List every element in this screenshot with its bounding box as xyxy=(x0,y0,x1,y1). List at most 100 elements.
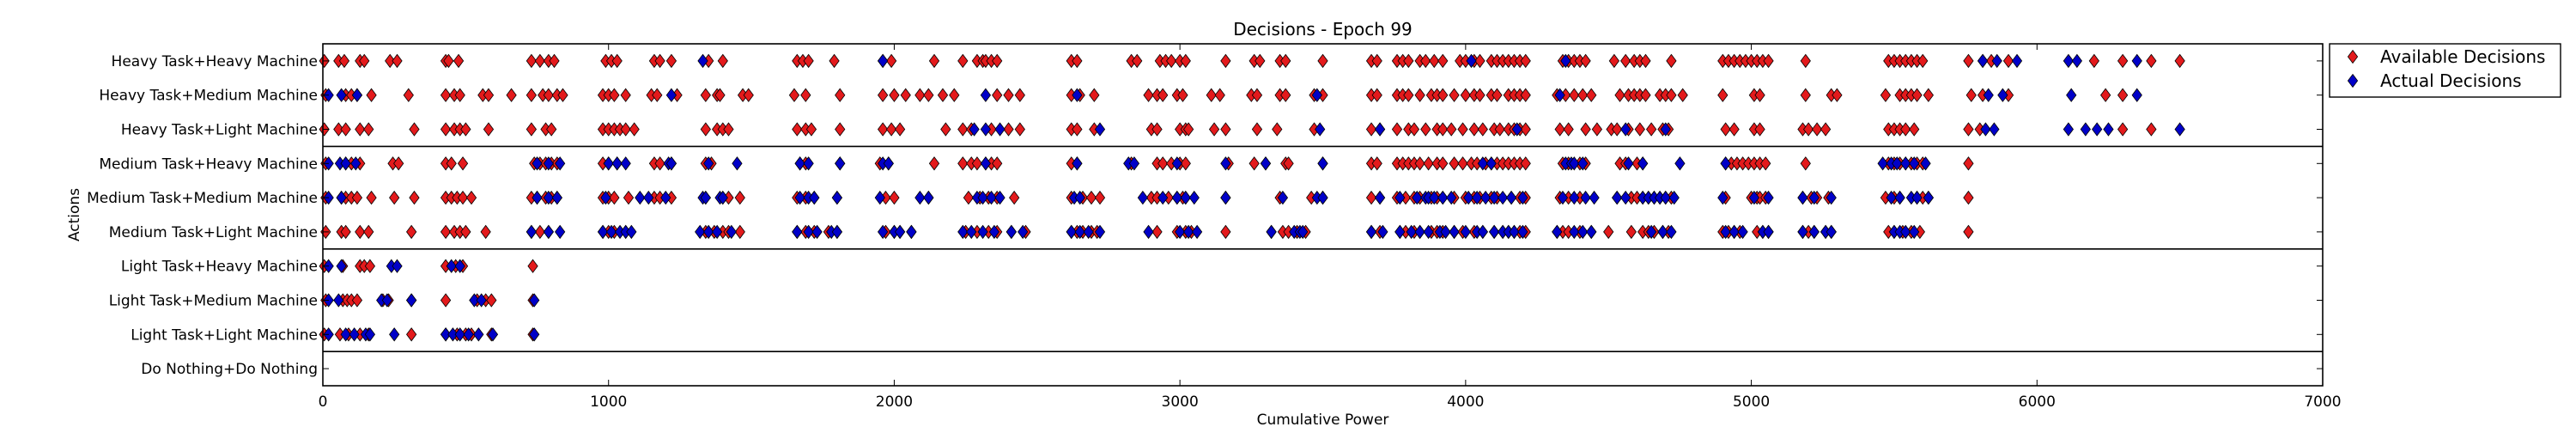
y-axis-title: Actions xyxy=(66,188,83,241)
point-available xyxy=(992,156,1003,171)
point-available xyxy=(1414,88,1425,102)
point-available xyxy=(1365,122,1377,137)
point-actual xyxy=(883,156,894,171)
point-actual xyxy=(794,156,805,171)
point-available xyxy=(366,190,377,205)
point-available xyxy=(1014,88,1025,102)
point-available xyxy=(403,88,414,102)
point-available xyxy=(355,224,366,240)
point-available xyxy=(654,53,665,69)
point-actual xyxy=(551,190,562,205)
point-available xyxy=(1754,122,1765,137)
point-actual xyxy=(966,224,977,240)
point-available xyxy=(829,53,840,69)
point-actual xyxy=(980,122,992,137)
point-available xyxy=(717,53,728,69)
point-available xyxy=(1963,53,1974,69)
point-available xyxy=(665,53,677,69)
point-actual xyxy=(2103,122,2114,137)
point-actual xyxy=(831,224,843,240)
point-actual xyxy=(1188,190,1200,205)
point-available xyxy=(2088,53,2099,69)
point-actual xyxy=(1094,122,1106,137)
point-available xyxy=(1414,156,1425,171)
point-available xyxy=(1586,88,1597,102)
point-available xyxy=(443,53,454,69)
point-actual xyxy=(1083,224,1094,240)
point-actual xyxy=(333,293,344,308)
x-tick-label: 0 xyxy=(319,393,328,411)
point-available xyxy=(1811,122,1823,137)
point-available xyxy=(454,88,465,102)
point-available xyxy=(885,122,897,137)
point-available xyxy=(1371,88,1382,102)
point-actual xyxy=(1720,156,1731,171)
point-available xyxy=(734,224,745,240)
x-tick-label: 5000 xyxy=(1733,393,1770,411)
point-available xyxy=(1183,122,1194,137)
point-actual xyxy=(2080,122,2091,137)
point-available xyxy=(1283,156,1294,171)
point-actual xyxy=(2131,53,2142,69)
point-actual xyxy=(1909,224,1920,240)
point-available xyxy=(992,88,1003,102)
point-actual xyxy=(1157,190,1169,205)
point-actual xyxy=(600,190,611,205)
point-actual xyxy=(1437,190,1449,205)
point-actual xyxy=(700,190,711,205)
point-available xyxy=(1963,224,1974,240)
point-actual xyxy=(1569,190,1580,205)
point-actual xyxy=(446,259,457,273)
point-available xyxy=(1251,88,1263,102)
point-available xyxy=(1917,53,1929,69)
x-tick-label: 1000 xyxy=(590,393,627,411)
point-available xyxy=(557,88,568,102)
point-actual xyxy=(695,224,706,240)
point-actual xyxy=(1577,224,1589,240)
point-actual xyxy=(597,224,609,240)
point-actual xyxy=(1808,190,1820,205)
point-available xyxy=(992,53,1003,69)
point-actual xyxy=(1406,224,1417,240)
point-available xyxy=(1717,88,1728,102)
point-available xyxy=(338,53,350,69)
point-available xyxy=(714,88,726,102)
point-actual xyxy=(811,224,823,240)
point-available xyxy=(366,88,377,102)
point-available xyxy=(526,122,538,137)
point-actual xyxy=(440,327,452,342)
point-actual xyxy=(336,190,347,205)
point-actual xyxy=(1183,224,1194,240)
point-actual xyxy=(1717,190,1728,205)
point-actual xyxy=(977,190,988,205)
point-actual xyxy=(1620,122,1631,137)
point-actual xyxy=(1488,190,1500,205)
point-actual xyxy=(894,224,906,240)
point-actual xyxy=(717,190,728,205)
point-actual xyxy=(1311,88,1322,102)
point-available xyxy=(1072,122,1083,137)
point-available xyxy=(446,156,457,171)
point-actual xyxy=(1497,190,1509,205)
point-actual xyxy=(1277,190,1289,205)
x-tick-label: 3000 xyxy=(1162,393,1199,411)
point-available xyxy=(1180,53,1191,69)
point-available xyxy=(1391,122,1403,137)
point-available xyxy=(623,190,635,205)
point-available xyxy=(409,122,420,137)
point-actual xyxy=(1449,224,1460,240)
point-actual xyxy=(874,190,885,205)
point-available xyxy=(700,88,711,102)
point-actual xyxy=(969,122,980,137)
point-actual xyxy=(473,327,484,342)
point-available xyxy=(1365,190,1377,205)
point-available xyxy=(351,293,363,308)
point-actual xyxy=(1980,122,1991,137)
point-available xyxy=(1403,53,1414,69)
point-actual xyxy=(406,293,417,308)
x-tick-label: 2000 xyxy=(876,393,913,411)
point-actual xyxy=(1737,224,1748,240)
point-available xyxy=(460,224,471,240)
